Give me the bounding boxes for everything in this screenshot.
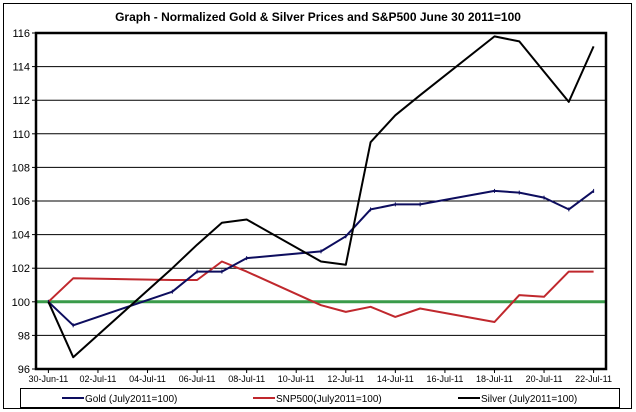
y-tick-label: 96 bbox=[18, 364, 30, 376]
x-tick-label: 30-Jun-11 bbox=[28, 374, 68, 384]
legend-label: SNP500(July2011=100) bbox=[276, 394, 382, 405]
x-tick-label: 12-Jul-11 bbox=[327, 374, 364, 384]
y-tick-label: 110 bbox=[12, 129, 30, 141]
legend-label: Gold (July2011=100) bbox=[85, 394, 177, 405]
y-tick-label: 108 bbox=[12, 162, 30, 174]
y-tick-label: 102 bbox=[12, 263, 30, 275]
series-line-0 bbox=[47, 189, 595, 327]
y-tick-label: 114 bbox=[12, 62, 30, 74]
y-tick-label: 98 bbox=[18, 330, 30, 342]
chart-frame bbox=[3, 3, 632, 409]
y-tick-label: 106 bbox=[12, 196, 30, 208]
series-line-2 bbox=[47, 35, 595, 359]
x-tick-label: 02-Jul-11 bbox=[80, 374, 117, 384]
x-tick-label: 08-Jul-11 bbox=[228, 374, 265, 384]
y-tick-label: 104 bbox=[12, 230, 30, 242]
legend-label: Silver (July2011=100) bbox=[481, 394, 577, 405]
y-axis-ticks: 96 98 100 102 104 106 108 110 112 114 116 bbox=[12, 28, 36, 376]
legend-box bbox=[20, 388, 620, 408]
y-tick-label: 100 bbox=[12, 297, 30, 309]
x-tick-label: 20-Jul-11 bbox=[526, 374, 563, 384]
x-tick-label: 10-Jul-11 bbox=[278, 374, 315, 384]
x-tick-label: 18-Jul-11 bbox=[476, 374, 513, 384]
x-tick-label: 22-Jul-11 bbox=[575, 374, 612, 384]
x-tick-label: 06-Jul-11 bbox=[179, 374, 216, 384]
y-tick-label: 112 bbox=[12, 95, 30, 107]
series-line-1 bbox=[47, 260, 594, 323]
x-axis-ticks: 30-Jun-11 02-Jul-11 04-Jul-11 06-Jul-11 08-J… bbox=[28, 369, 612, 384]
legend: Gold (July2011=100) SNP500(July2011=100) S… bbox=[62, 394, 577, 405]
y-tick-label: 116 bbox=[12, 28, 30, 40]
chart-title: Graph - Normalized Gold & Silver Prices … bbox=[115, 10, 521, 24]
series-group bbox=[47, 35, 595, 359]
x-tick-label: 14-Jul-11 bbox=[377, 374, 414, 384]
x-tick-label: 16-Jul-11 bbox=[426, 374, 463, 384]
x-tick-label: 04-Jul-11 bbox=[129, 374, 166, 384]
